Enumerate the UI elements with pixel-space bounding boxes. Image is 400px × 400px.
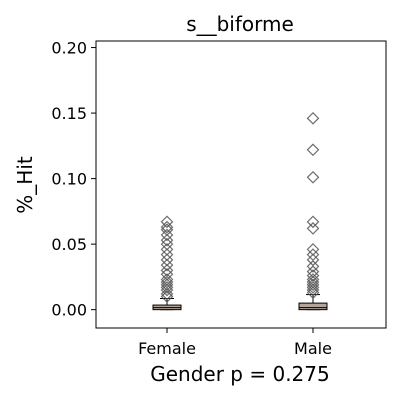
plot-area: 0.00 0.05 0.10 0.15 0.20 Female Male: [51, 39, 332, 358]
outlier-point: [160, 228, 174, 242]
outlier-point: [306, 265, 320, 278]
y-axis-label: %_Hit: [13, 156, 37, 214]
chart-title: s__biforme: [186, 12, 294, 36]
outlier-point: [160, 215, 174, 229]
y-tick-label: 0.00: [51, 301, 87, 320]
outlier-point: [160, 278, 174, 292]
outlier-point: [160, 223, 174, 237]
y-tick-label: 0.20: [51, 39, 87, 58]
outlier-point: [306, 260, 320, 273]
outlier-point: [306, 281, 320, 294]
outlier-point: [306, 248, 320, 261]
outlier-point: [306, 222, 320, 235]
outlier-point: [160, 220, 174, 234]
outlier-point: [306, 170, 320, 184]
outlier-point: [160, 283, 174, 297]
y-tick-label: 0.05: [51, 235, 87, 254]
outlier-point: [160, 290, 174, 303]
outlier-point: [160, 248, 174, 261]
y-tick-label: 0.10: [51, 170, 87, 189]
outlier-point: [160, 253, 174, 267]
outlier-point: [160, 233, 174, 247]
outlier-point: [160, 243, 174, 256]
outlier-point: [306, 283, 320, 297]
outlier-point: [306, 111, 320, 125]
x-axis-label: Gender p = 0.275: [150, 362, 329, 386]
outlier-point: [306, 286, 320, 299]
outlier-point: [160, 275, 174, 289]
box: [298, 302, 328, 311]
outlier-point: [306, 253, 320, 267]
x-tick-label: Female: [138, 339, 196, 358]
outlier-point: [306, 215, 320, 229]
outlier-point: [306, 278, 320, 292]
y-tick-label: 0.15: [51, 104, 87, 123]
outlier-point: [306, 243, 320, 256]
outlier-point: [160, 258, 174, 272]
outlier-point: [160, 273, 174, 286]
plot-frame: [95, 40, 387, 329]
x-tick-label: Male: [294, 339, 332, 358]
outlier-point: [306, 275, 320, 289]
outlier-point: [160, 263, 174, 277]
outlier-point: [160, 281, 174, 294]
outlier-point: [306, 143, 320, 157]
